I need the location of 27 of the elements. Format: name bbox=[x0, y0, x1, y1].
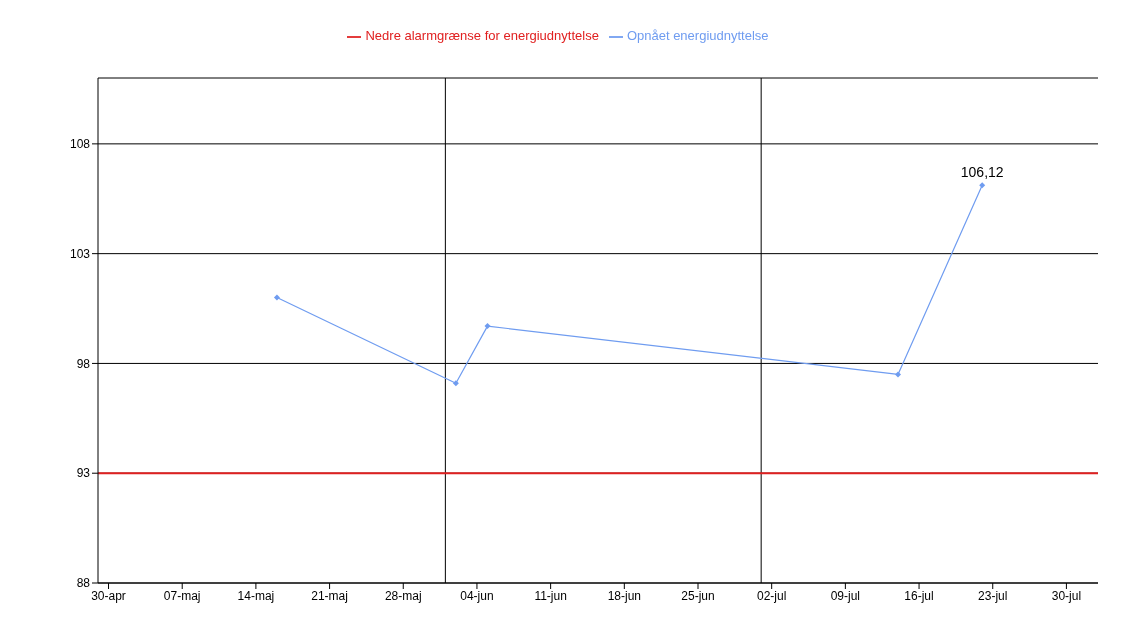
y-tick-label: 103 bbox=[69, 246, 91, 261]
x-tick-label: 11-jun bbox=[534, 588, 567, 603]
x-tick-label: 25-jun bbox=[681, 588, 715, 603]
y-tick-label: 93 bbox=[76, 466, 91, 481]
x-tick-label: 02-jul bbox=[757, 588, 787, 603]
x-tick-label: 16-jul bbox=[904, 588, 934, 603]
point bbox=[895, 371, 901, 378]
x-tick-label: 09-jul bbox=[830, 588, 861, 603]
x-tick-label: 23-jul bbox=[978, 588, 1008, 603]
x-tick-label: 30-jul bbox=[1051, 588, 1082, 603]
point bbox=[979, 182, 986, 189]
x-tick-label: 14-maj bbox=[237, 588, 275, 603]
x-tick-label: 07-maj bbox=[163, 588, 201, 603]
y-tick-label: 108 bbox=[69, 137, 91, 152]
y-tick-label: 98 bbox=[76, 356, 91, 371]
point bbox=[273, 294, 280, 301]
legend-label: Nedre alarmgrænse for energiudnyttelse bbox=[365, 28, 599, 43]
point bbox=[452, 380, 459, 387]
point bbox=[484, 323, 491, 330]
y-tick-label: 88 bbox=[76, 576, 91, 591]
x-tick-label: 28-maj bbox=[384, 588, 422, 603]
legend-label: Opnået energiudnyttelse bbox=[626, 28, 769, 43]
x-tick-label: 18-jun bbox=[607, 588, 641, 603]
x-tick-label: 04-jun bbox=[460, 588, 494, 603]
x-tick-label: 21-maj bbox=[311, 588, 348, 603]
x-tick-label: 30-apr bbox=[91, 588, 126, 603]
data-label: 106,12 bbox=[960, 164, 1004, 181]
